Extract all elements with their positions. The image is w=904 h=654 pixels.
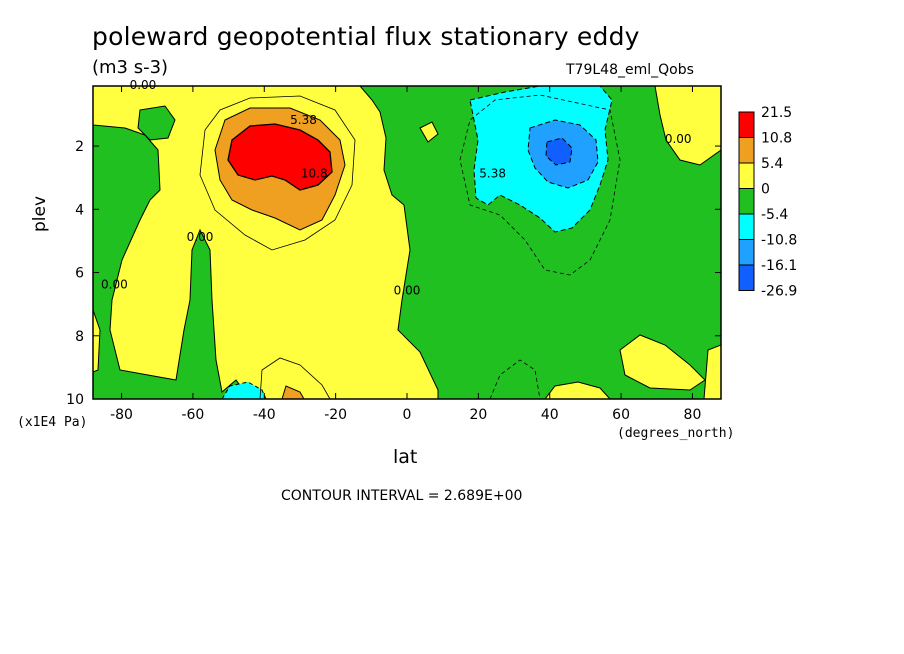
contour-labels: 0.00 5.38 10.8 5.38 0.00 0.00 0.00 0.00 — [101, 78, 691, 298]
positive-region-south — [93, 86, 439, 399]
chart-units: (m3 s-3) — [92, 57, 169, 78]
positive-region-surface-north — [544, 381, 611, 399]
colorbar-swatch — [738, 162, 755, 189]
x-tick-label: 80 — [684, 407, 702, 423]
colorbar-swatch — [738, 239, 755, 266]
x-tick-label: -20 — [324, 407, 347, 423]
y-tick-label: 8 — [75, 329, 84, 345]
y-tick-label: 10 — [66, 392, 84, 408]
positive-region-small — [419, 121, 439, 143]
contour-line — [459, 94, 621, 276]
positive-region-surface-orange — [281, 385, 305, 399]
x-tick-label: 20 — [469, 407, 487, 423]
colorbar-label: -10.8 — [761, 233, 797, 249]
x-tick-label: 0 — [403, 407, 412, 423]
contour-line — [259, 357, 331, 399]
y-tick-label: 4 — [75, 202, 84, 218]
chart-title: poleward geopotential flux stationary ed… — [92, 22, 640, 51]
y-tick-label: 2 — [75, 139, 84, 155]
contour-label: 0.00 — [101, 277, 128, 291]
y-axis-label: plev — [30, 195, 50, 232]
run-name: T79L48_eml_Qobs — [566, 62, 694, 78]
negative-region-tongue — [137, 105, 176, 141]
x-axis-label: lat — [393, 446, 418, 468]
colorbar-label: -16.1 — [761, 258, 797, 274]
positive-region-north-edge — [703, 344, 721, 399]
contour-field — [93, 86, 721, 399]
contour-label: 0.00 — [394, 284, 421, 298]
y-axis-units: (x1E4 Pa) — [17, 415, 88, 430]
contour-label: 0.00 — [665, 132, 692, 146]
y-tick-label: 6 — [75, 266, 84, 282]
x-tick-label: -40 — [253, 407, 276, 423]
colorbar-label: -5.4 — [761, 207, 788, 223]
x-tick-label: 40 — [541, 407, 559, 423]
colorbar-label: 21.5 — [761, 105, 792, 121]
colorbar-swatch — [738, 137, 755, 164]
axes: -80 -60 -40 -20 0 20 40 60 80 2 4 6 8 10 — [66, 86, 721, 423]
contour-label: 10.8 — [301, 167, 328, 181]
x-tick-label: -60 — [181, 407, 204, 423]
contour-label: 0.00 — [187, 230, 214, 244]
contour-label: 5.38 — [290, 113, 317, 127]
colorbar-swatch — [738, 111, 755, 138]
contour-line — [199, 95, 356, 251]
contour-label: 5.38 — [479, 167, 506, 181]
negative-region-darkblue — [545, 137, 573, 166]
colorbar-swatch — [738, 213, 755, 240]
positive-region-red — [227, 123, 333, 191]
x-tick-label: 60 — [612, 407, 630, 423]
colorbar-label: 5.4 — [761, 156, 783, 172]
colorbar-label: -26.9 — [761, 284, 797, 300]
contour-interval: CONTOUR INTERVAL = 2.689E+00 — [281, 488, 523, 504]
colorbar-label: 0 — [761, 182, 770, 198]
colorbar-swatch — [738, 264, 755, 291]
x-tick-label: -80 — [110, 407, 133, 423]
x-axis-units: (degrees_north) — [617, 426, 735, 441]
positive-region-north-top — [654, 86, 721, 166]
contour-line — [489, 359, 541, 399]
contour-label: 0.00 — [130, 78, 157, 92]
positive-region-north-low — [619, 334, 706, 391]
negative-region-surface — [221, 381, 267, 399]
colorbar-swatch — [738, 188, 755, 215]
colorbar: 21.5 10.8 5.4 0 -5.4 -10.8 -16.1 -26.9 — [738, 105, 797, 300]
colorbar-label: 10.8 — [761, 131, 792, 147]
positive-region-south-edge — [93, 309, 101, 373]
